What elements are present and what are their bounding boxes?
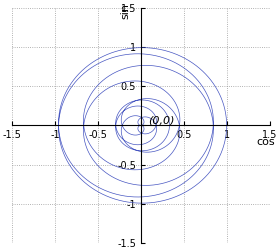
Text: sin: sin <box>121 4 130 19</box>
Text: cos: cos <box>256 137 275 147</box>
Text: (0,0): (0,0) <box>148 116 174 126</box>
